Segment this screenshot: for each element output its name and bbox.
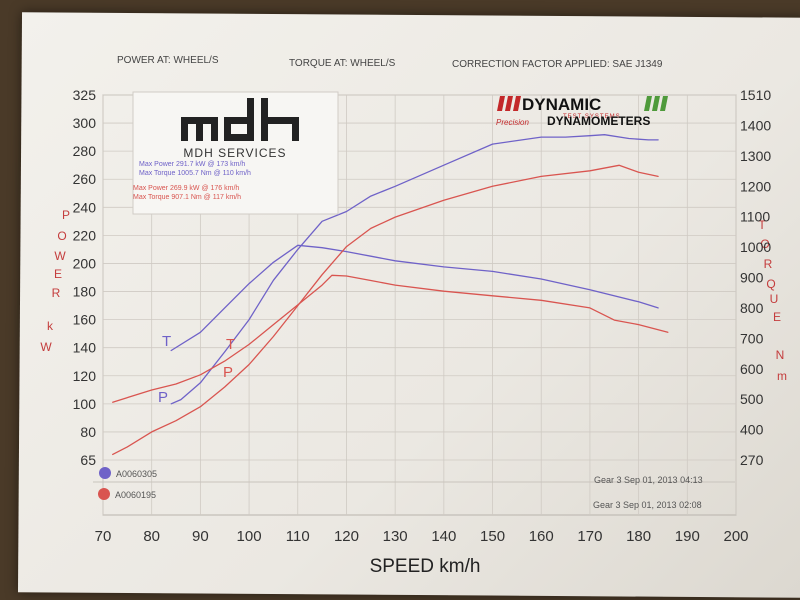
dynamic-logo: DYNAMIC TEST SYSTEMS Precision DYNAMOMET…	[496, 95, 668, 128]
correction-factor-label: CORRECTION FACTOR APPLIED: SAE J1349	[452, 59, 663, 70]
x-tick-label: 130	[383, 528, 408, 545]
x-tick-label: 190	[675, 528, 700, 545]
dynamic-wordmark: DYNAMIC	[522, 95, 601, 114]
y-right-tick-label: 1510	[740, 87, 771, 103]
series-line-torque-a0060305	[170, 244, 659, 352]
y-left-tick-label: 160	[73, 312, 97, 328]
y-left-tick-label: 140	[73, 340, 97, 356]
left-axis-letter: P	[62, 208, 70, 222]
y-right-tick-label: 270	[740, 452, 764, 468]
legend-info-blue: Gear 3 Sep 01, 2013 04:13	[594, 475, 703, 485]
y-left-tick-label: 220	[73, 227, 97, 243]
x-tick-label: 120	[334, 528, 359, 545]
x-tick-label: 140	[431, 528, 456, 545]
y-left-tick-label: 120	[73, 368, 97, 384]
red-torque-curve-label: T	[226, 336, 235, 353]
x-tick-label: 100	[237, 528, 262, 545]
x-tick-label: 110	[286, 528, 310, 545]
y-right-tick-label: 1400	[740, 117, 771, 133]
right-axis-letter: Q	[766, 277, 775, 291]
series-layer	[112, 134, 669, 456]
x-tick-label: 200	[723, 528, 748, 545]
x-tick-label: 70	[95, 528, 112, 545]
y-left-tick-label: 100	[73, 396, 97, 412]
x-tick-label: 170	[577, 528, 602, 545]
precision-label: Precision	[496, 118, 529, 127]
blue-max-power: Max Power 291.7 kW @ 173 km/h	[139, 161, 245, 168]
left-axis-unit: W	[40, 340, 52, 354]
y-right-tick-label: 800	[740, 300, 764, 316]
right-axis-letter: E	[773, 310, 781, 324]
right-axis-letter: U	[770, 292, 779, 306]
dynamometers-wordmark: DYNAMOMETERS	[547, 114, 650, 128]
series-line-power-a0060195	[112, 164, 659, 456]
right-axis-letter: R	[764, 257, 773, 271]
series-line-torque-a0060195	[112, 274, 669, 403]
dynamic-logo-green-stripes	[644, 96, 668, 111]
left-axis-title: P O W E R k W	[40, 208, 70, 354]
right-axis-letter: T	[758, 218, 766, 232]
legend-id-blue: A0060305	[116, 469, 157, 479]
y-right-tick-label: 1100	[740, 209, 770, 225]
torque-at-label: TORQUE AT: WHEEL/S	[289, 58, 396, 69]
left-axis-letter: E	[54, 267, 62, 281]
power-at-label: POWER AT: WHEEL/S	[117, 55, 219, 66]
blue-max-torque: Max Torque 1005.7 Nm @ 110 km/h	[139, 170, 251, 177]
red-max-torque: Max Torque 907.1 Nm @ 117 km/h	[133, 194, 241, 201]
y-right-tick-label: 1300	[740, 148, 771, 164]
y-left-tick-label: 300	[73, 115, 97, 131]
left-axis-letter: W	[54, 249, 66, 263]
y-right-tick-label: 900	[740, 270, 764, 286]
mdh-services-label: MDH SERVICES	[183, 146, 286, 160]
x-tick-label: 80	[143, 528, 160, 545]
legend-id-red: A0060195	[115, 490, 156, 500]
y-left-tick-label: 200	[73, 255, 97, 271]
test-systems-label: TEST SYSTEMS	[563, 114, 621, 120]
y-left-tick-label: 240	[73, 199, 97, 215]
mdh-logo-mark	[181, 98, 299, 141]
y-left-tick-label: 180	[73, 284, 97, 300]
legend-info-red: Gear 3 Sep 01, 2013 02:08	[593, 500, 702, 510]
y-right-tick-label: 700	[740, 330, 764, 346]
right-axis-unit: m	[777, 369, 787, 383]
right-axis-letter: O	[760, 237, 769, 251]
legend-swatch-red	[98, 488, 110, 500]
y-left-tick-label: 65	[80, 452, 96, 468]
red-max-power: Max Power 269.9 kW @ 176 km/h	[133, 185, 239, 192]
left-axis-unit: k	[47, 319, 54, 333]
series-line-power-a0060305	[170, 134, 659, 405]
x-tick-label: 160	[529, 528, 554, 545]
y-right-tick-label: 500	[740, 391, 764, 407]
y-right-tick-label: 600	[740, 361, 764, 377]
y-right-tick-label: 400	[740, 422, 764, 438]
left-axis-letter: O	[57, 229, 66, 243]
legend: A0060305 Gear 3 Sep 01, 2013 04:13 A0060…	[93, 467, 735, 510]
y-left-tick-label: 260	[73, 171, 97, 187]
x-tick-label: 150	[480, 528, 505, 545]
dynamic-logo-red-stripes	[497, 96, 521, 111]
right-axis-unit: N	[776, 348, 785, 362]
y-right-tick-label: 1200	[740, 178, 771, 194]
mdh-logo-box	[132, 91, 339, 215]
x-axis-title: SPEED km/h	[370, 556, 481, 577]
x-tick-label: 180	[626, 528, 651, 545]
red-power-curve-label: P	[223, 364, 233, 381]
legend-swatch-blue	[99, 467, 111, 479]
blue-power-curve-label: P	[158, 389, 168, 406]
tick-labels: 70 80 90 100 110 120 130 140 150 160 170 180 190 200 6…	[73, 87, 772, 545]
y-left-tick-label: 325	[73, 87, 97, 103]
blue-torque-curve-label: T	[162, 333, 171, 350]
x-tick-label: 90	[192, 528, 209, 545]
y-left-tick-label: 80	[80, 424, 96, 440]
y-right-tick-label: 1000	[740, 239, 771, 255]
right-axis-title: T O R Q U E N m	[758, 218, 787, 383]
left-axis-letter: R	[52, 286, 61, 300]
y-left-tick-label: 280	[73, 143, 97, 159]
